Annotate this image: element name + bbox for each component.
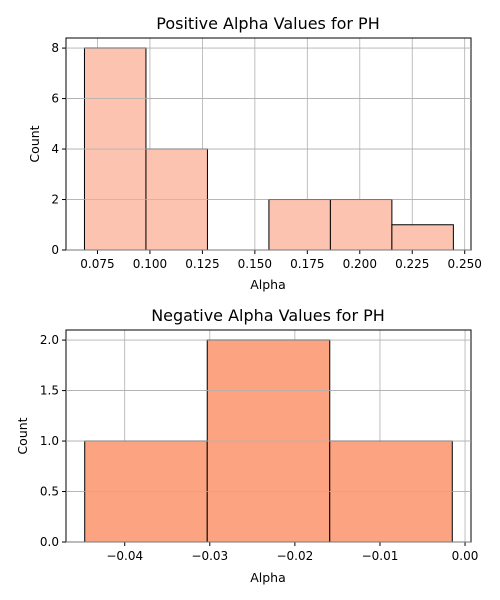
x-axis-label: Alpha [250,570,286,585]
x-tick-label: −0.02 [276,549,313,563]
x-tick-label: 0.125 [185,257,219,271]
y-axis-label: Count [27,125,42,162]
y-axis-label: Count [15,417,30,454]
x-tick-label: 0.00 [452,549,479,563]
y-tick-label: 4 [51,142,59,156]
histogram-bar [329,199,393,251]
y-tick-label: 6 [51,92,59,106]
y-tick-label: 0.0 [40,535,59,549]
x-tick-label: 0.175 [290,257,324,271]
chart-title: Negative Alpha Values for PH [151,306,385,325]
y-tick-label: 8 [51,41,59,55]
positive-alpha-histogram: Positive Alpha Values for PH Alpha Count… [27,14,482,292]
x-tick-label: 0.225 [395,257,429,271]
histogram-bar [268,199,331,251]
y-tick-label: 2 [51,193,59,207]
x-tick-label: 0.200 [343,257,377,271]
negative-alpha-histogram: Negative Alpha Values for PH Alpha Count… [15,306,478,585]
x-axis-label: Alpha [250,277,286,292]
y-tick-label: 1.5 [40,384,59,398]
y-tick-label: 2.0 [40,333,59,347]
x-tick-label: −0.03 [191,549,228,563]
chart-title: Positive Alpha Values for PH [156,14,379,33]
histogram-bar [391,224,454,251]
x-tick-label: 0.075 [80,257,114,271]
y-tick-label: 1.0 [40,434,59,448]
x-tick-label: 0.150 [238,257,272,271]
x-tick-label: 0.250 [448,257,482,271]
x-tick-label: −0.04 [106,549,143,563]
x-tick-label: −0.01 [362,549,399,563]
axes: 0.075 0.100 0.125 0.150 0.175 0.200 0.225 0.250… [51,37,482,271]
x-tick-label: 0.100 [133,257,167,271]
y-tick-label: 0 [51,243,59,257]
y-tick-label: 0.5 [40,485,59,499]
axes: −0.04 −0.03 −0.02 −0.01 0.00 0.0 0.5 1.0 1.5 2.0 [40,329,479,563]
